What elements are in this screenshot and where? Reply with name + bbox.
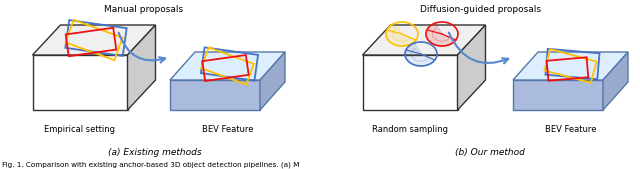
Polygon shape xyxy=(170,80,260,110)
Polygon shape xyxy=(513,80,603,110)
Polygon shape xyxy=(513,52,628,80)
Polygon shape xyxy=(33,55,127,110)
Polygon shape xyxy=(362,55,458,110)
Polygon shape xyxy=(405,43,435,66)
Polygon shape xyxy=(458,25,486,110)
Polygon shape xyxy=(362,25,486,55)
Text: Fig. 1. Comparison with existing anchor-based 3D object detection pipelines. (a): Fig. 1. Comparison with existing anchor-… xyxy=(2,162,300,168)
Polygon shape xyxy=(603,52,628,110)
Polygon shape xyxy=(127,25,156,110)
Text: Random sampling: Random sampling xyxy=(372,125,448,134)
Polygon shape xyxy=(426,23,456,46)
Text: Diffusion-guided proposals: Diffusion-guided proposals xyxy=(420,6,541,15)
Text: (a) Existing methods: (a) Existing methods xyxy=(108,148,202,157)
Text: BEV Feature: BEV Feature xyxy=(202,125,253,134)
Text: (b) Our method: (b) Our method xyxy=(455,148,525,157)
Polygon shape xyxy=(386,23,416,46)
Polygon shape xyxy=(33,25,156,55)
Text: Empirical setting: Empirical setting xyxy=(45,125,115,134)
Polygon shape xyxy=(260,52,285,110)
Polygon shape xyxy=(170,52,285,80)
Text: Manual proposals: Manual proposals xyxy=(104,6,184,15)
Text: BEV Feature: BEV Feature xyxy=(545,125,596,134)
